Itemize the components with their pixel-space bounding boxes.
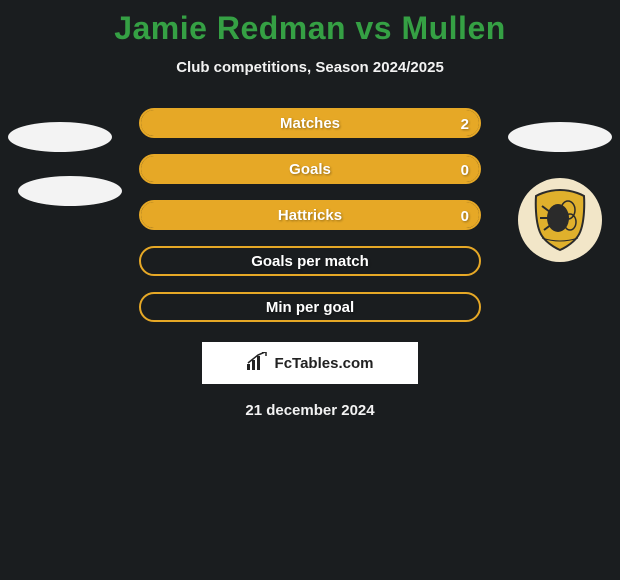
player-left-avatar-placeholder [8,122,112,152]
footer-attribution: FcTables.com [202,342,418,384]
stat-row: Hattricks 0 [139,200,481,230]
stat-label: Hattricks [278,207,342,224]
stat-row: Goals 0 [139,154,481,184]
player-left-club-placeholder [18,176,122,206]
stat-fill-left [141,156,155,182]
stat-fill-left [141,202,155,228]
stat-fill-left [141,110,155,136]
stat-value-right: 0 [461,156,469,184]
club-badge-icon [528,188,592,252]
page-title: Jamie Redman vs Mullen [0,0,620,47]
stat-label: Min per goal [266,299,354,316]
stat-value-right: 2 [461,110,469,138]
player-right-club-badge [518,178,602,262]
fctables-logo-icon [247,352,269,375]
stat-row: Goals per match [139,246,481,276]
comparison-infographic: Jamie Redman vs Mullen Club competitions… [0,0,620,580]
stat-row: Matches 2 [139,108,481,138]
date-line: 21 december 2024 [0,402,620,419]
stat-label: Goals per match [251,253,369,270]
page-subtitle: Club competitions, Season 2024/2025 [0,59,620,76]
stat-label: Goals [289,161,331,178]
player-right-avatar-placeholder [508,122,612,152]
footer-brand-text: FcTables.com [275,355,374,372]
stat-value-right: 0 [461,202,469,230]
stat-label: Matches [280,115,340,132]
stat-row: Min per goal [139,292,481,322]
